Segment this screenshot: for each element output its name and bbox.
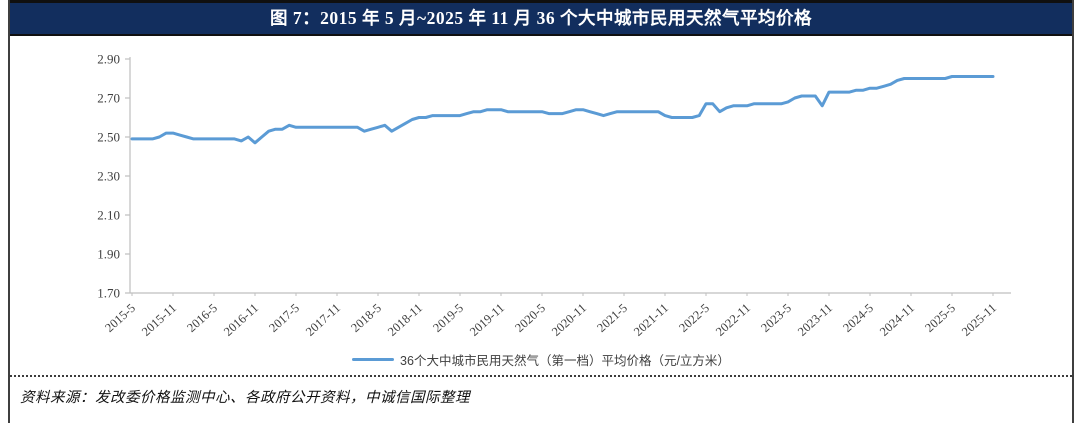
svg-text:2017-11: 2017-11 <box>303 301 343 339</box>
svg-text:2024-5: 2024-5 <box>840 301 876 335</box>
svg-text:2023-11: 2023-11 <box>795 301 835 339</box>
svg-text:2020-5: 2020-5 <box>512 301 548 335</box>
svg-text:2022-11: 2022-11 <box>713 301 753 339</box>
svg-text:2016-5: 2016-5 <box>184 301 220 335</box>
chart-legend: 36个大中城市民用天然气（第一档）平均价格（元/立方米） <box>10 350 1072 369</box>
svg-text:2.50: 2.50 <box>97 130 120 145</box>
svg-text:2024-11: 2024-11 <box>877 301 917 339</box>
svg-text:2018-5: 2018-5 <box>348 301 384 335</box>
svg-text:2.70: 2.70 <box>97 91 120 106</box>
svg-text:2019-5: 2019-5 <box>430 301 466 335</box>
svg-text:2025-11: 2025-11 <box>959 301 999 339</box>
source-note: 资料来源：发改委价格监测中心、各政府公开资料，中诚信国际整理 <box>20 390 470 406</box>
figure-frame: 图 7：2015 年 5 月~2025 年 11 月 36 个大中城市民用天然气… <box>8 0 1074 423</box>
dotted-divider <box>10 375 1072 377</box>
svg-text:2023-5: 2023-5 <box>758 301 794 335</box>
svg-text:2020-11: 2020-11 <box>549 301 589 339</box>
svg-text:2017-5: 2017-5 <box>266 301 302 335</box>
svg-text:2016-11: 2016-11 <box>221 301 261 339</box>
legend-line-swatch <box>352 358 395 361</box>
svg-text:1.70: 1.70 <box>97 286 120 301</box>
line-chart: 1.70 1.90 2.10 2.30 2.50 2.70 2.90 2015-5 2015-1… <box>10 36 1072 375</box>
svg-text:2018-11: 2018-11 <box>385 301 425 339</box>
svg-text:2025-5: 2025-5 <box>922 301 958 335</box>
svg-text:2015-11: 2015-11 <box>139 301 179 339</box>
svg-text:2015-5: 2015-5 <box>102 301 138 335</box>
legend-series-label: 36个大中城市民用天然气（第一档）平均价格（元/立方米） <box>400 354 730 368</box>
svg-text:1.90: 1.90 <box>97 247 120 262</box>
svg-text:2.30: 2.30 <box>97 169 120 184</box>
svg-text:2.90: 2.90 <box>97 52 120 67</box>
figure-title: 图 7：2015 年 5 月~2025 年 11 月 36 个大中城市民用天然气… <box>10 0 1072 36</box>
svg-text:2021-5: 2021-5 <box>594 301 630 335</box>
svg-text:2021-11: 2021-11 <box>631 301 671 339</box>
svg-text:2022-5: 2022-5 <box>676 301 712 335</box>
chart-canvas: 1.70 1.90 2.10 2.30 2.50 2.70 2.90 2015-5 2015-1… <box>97 52 1011 339</box>
svg-text:2019-11: 2019-11 <box>467 301 507 339</box>
svg-text:2.10: 2.10 <box>97 208 120 223</box>
